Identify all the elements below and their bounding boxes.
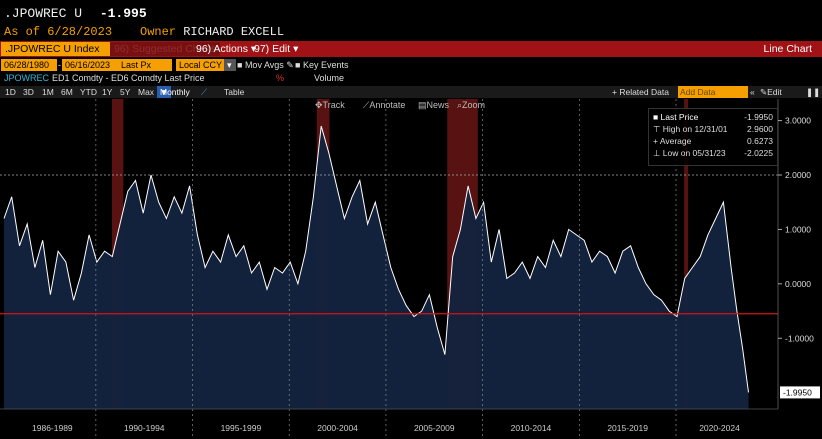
legend-low-value: -2.0225: [744, 148, 773, 158]
series-row: JPOWREC ED1 Comdty - ED6 Comdty Last Pri…: [0, 73, 822, 85]
news-label: News: [426, 100, 450, 110]
ticker: .JPOWREC U: [4, 6, 83, 21]
chart-type-label: Line Chart: [763, 43, 812, 55]
date-dash: -: [58, 60, 61, 70]
period-1m[interactable]: 1M: [42, 87, 54, 97]
end-date-input[interactable]: 06/16/2023: [62, 59, 118, 71]
key-events-label: Key Events: [302, 60, 349, 70]
owner-name: RICHARD EXCELL: [183, 25, 285, 39]
y-tick-label: 2.0000: [785, 170, 811, 180]
owner: Owner RICHARD EXCELL: [140, 25, 284, 39]
y-tick-label: -1.0000: [785, 333, 814, 343]
key-events-toggle[interactable]: ■ Key Events: [295, 60, 349, 70]
header: .JPOWREC U -1.995 As of 6/28/2023 Owner …: [0, 0, 822, 40]
percent-label: %: [276, 73, 285, 83]
table-button[interactable]: Table: [224, 87, 245, 97]
legend-last-price: ■ Last Price: [653, 112, 699, 122]
edit-menu[interactable]: 97) Edit ▾: [250, 42, 302, 56]
currency-select[interactable]: Local CCY: [176, 59, 228, 71]
x-tick-label: 2000-2004: [317, 423, 358, 433]
recession-band: [684, 99, 689, 409]
zoom-label: Zoom: [462, 100, 486, 110]
field-select[interactable]: Last Px: [118, 59, 172, 71]
x-tick-label: 1990-1994: [124, 423, 165, 433]
related-data-button[interactable]: + Related Data: [612, 87, 669, 97]
ticker-line: .JPOWREC U -1.995: [4, 6, 147, 21]
frequency-select[interactable]: Monthly ▼: [157, 86, 190, 98]
series-study: ED1 Comdty - ED6 Comdty Last Price: [52, 73, 205, 83]
mov-avgs-toggle[interactable]: ■ Mov Avgs ✎: [237, 60, 294, 70]
series-ticker: JPOWREC: [4, 73, 49, 83]
period-3d[interactable]: 3D: [23, 87, 34, 97]
edit-chart-button[interactable]: ✎ Edit Chart: [760, 86, 788, 109]
last-value-box: [780, 386, 820, 399]
track-button[interactable]: ✥ Track: [315, 100, 345, 110]
pause-icon[interactable]: ❚❚: [806, 87, 821, 97]
chevron-down-icon: ▾: [293, 43, 299, 55]
suggested-charts-button[interactable]: 96) Suggested Charts: [110, 42, 221, 56]
legend-average-value: 0.6273: [747, 136, 773, 146]
news-button[interactable]: ▤ News: [418, 100, 450, 110]
legend-low: ⊥ Low on 05/31/23: [653, 148, 726, 158]
annotate-button[interactable]: ⟋ Annotate: [363, 100, 406, 110]
line-chart[interactable]: 3.0000 2.0000 1.0000 0.0000 -1.0000 1986-198…: [0, 99, 822, 439]
chevron-down-icon: ▾: [250, 43, 257, 55]
add-data-input[interactable]: Add Data: [678, 86, 748, 98]
period-max[interactable]: Max: [138, 87, 155, 97]
period-5y[interactable]: 5Y: [120, 87, 131, 97]
x-tick-label: 2005-2009: [414, 423, 455, 433]
y-tick-label: 1.0000: [785, 224, 811, 234]
period-bar: 1D 3D 1M 6M YTD 1Y 5Y Max Monthly ▼ ⟋ Ta…: [0, 86, 822, 109]
stats-legend: ■ Last Price -1.9950 ⊤ High on 12/31/01 …: [648, 108, 778, 166]
menu-bar: .JPOWREC U Index 96) Suggested Charts 96…: [0, 41, 822, 57]
x-axis: 1986-1989 1990-1994 1995-1999 2000-2004 2005…: [0, 408, 778, 433]
period-ytd[interactable]: YTD: [80, 87, 97, 97]
x-tick-label: 2015-2019: [607, 423, 648, 433]
y-tick-label: 3.0000: [785, 116, 811, 126]
chart-style-icon[interactable]: ⟋: [201, 87, 207, 97]
edit-label: 97) Edit: [254, 43, 291, 55]
x-tick-label: 1995-1999: [221, 423, 262, 433]
start-date-input[interactable]: 06/28/1980: [1, 59, 57, 71]
series-line: [3, 125, 749, 393]
legend-high-value: 2.9600: [747, 124, 773, 134]
actions-menu[interactable]: 96) Actions ▾: [192, 42, 260, 56]
controls-bar: 06/28/1980 - 06/16/2023 Last Px Local CC…: [0, 58, 822, 72]
legend-average: + Average: [653, 136, 692, 146]
series-fill: [4, 126, 749, 409]
track-label: Track: [322, 100, 345, 110]
owner-label: Owner: [140, 25, 177, 39]
period-1d[interactable]: 1D: [5, 87, 16, 97]
collapse-icon[interactable]: «: [750, 87, 755, 97]
legend-last-label: Last Price: [660, 112, 699, 122]
legend-avg-label: Average: [659, 136, 692, 146]
last-value-tag: -1.9950: [780, 386, 820, 399]
legend-low-label: Low on 05/31/23: [662, 148, 726, 158]
period-1y[interactable]: 1Y: [102, 87, 113, 97]
x-tick-label: 1986-1989: [32, 423, 73, 433]
legend-last-value: -1.9950: [744, 112, 773, 122]
last-value-text: -1.9950: [783, 387, 812, 397]
period-6m[interactable]: 6M: [61, 87, 73, 97]
security-field[interactable]: .JPOWREC U Index: [1, 42, 113, 56]
volume-label: Volume: [314, 73, 345, 83]
y-tick-label: 0.0000: [785, 279, 811, 289]
mov-avgs-label: Mov Avgs: [244, 60, 284, 70]
x-tick-label: 2010-2014: [511, 423, 552, 433]
currency-dropdown-icon[interactable]: ▾: [224, 59, 236, 71]
legend-high-label: High on 12/31/01: [662, 124, 728, 134]
last-price: -1.995: [99, 6, 147, 21]
as-of-date: As of 6/28/2023: [4, 25, 113, 39]
x-tick-label: 2020-2024: [699, 423, 740, 433]
zoom-button[interactable]: ⌕ Zoom: [457, 100, 486, 110]
frequency-label: Monthly: [160, 87, 190, 97]
annotate-label: Annotate: [369, 100, 406, 110]
y-axis: 3.0000 2.0000 1.0000 0.0000 -1.0000: [777, 99, 814, 409]
actions-label: 96) Actions: [196, 43, 248, 55]
legend-high: ⊤ High on 12/31/01: [653, 124, 728, 134]
series-area: [3, 125, 749, 409]
